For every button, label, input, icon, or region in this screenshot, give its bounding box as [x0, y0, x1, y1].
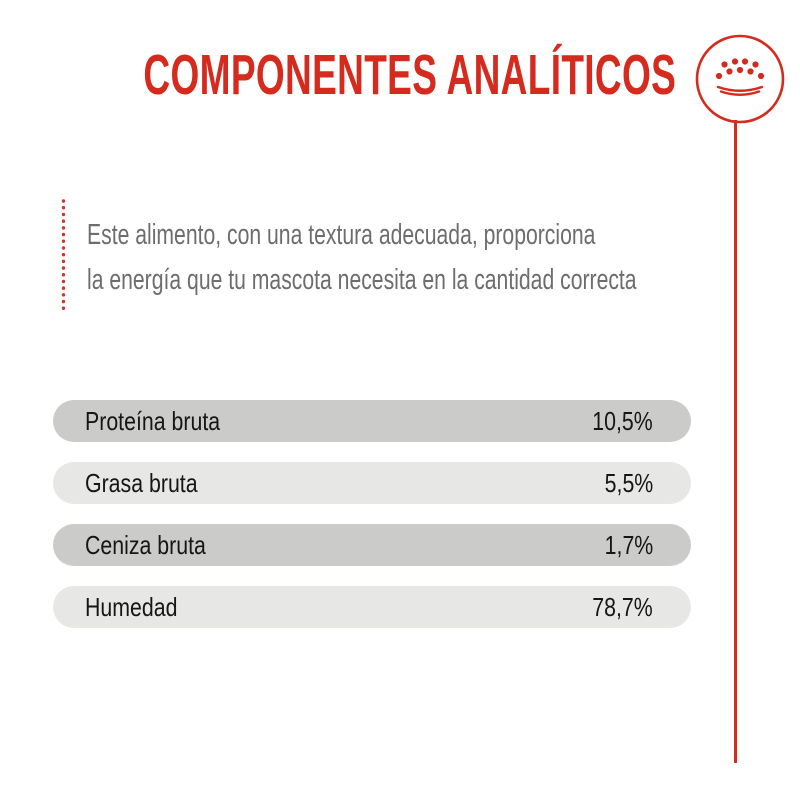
table-row: Proteína bruta 10,5% — [53, 400, 691, 442]
table-row: Grasa bruta 5,5% — [53, 462, 691, 504]
intro-paragraph: Este alimento, con una textura adecuada,… — [87, 213, 800, 303]
row-label: Ceniza bruta — [85, 529, 206, 560]
intro-line-2: la energía que tu mascota necesita en la… — [87, 264, 637, 296]
page-title: COMPONENTES ANALÍTICOS — [0, 44, 772, 106]
table-row: Ceniza bruta 1,7% — [53, 524, 691, 566]
vertical-divider-line — [734, 120, 737, 763]
row-label: Grasa bruta — [85, 467, 198, 498]
row-value: 5,5% — [604, 467, 653, 498]
row-label: Humedad — [85, 591, 178, 622]
row-value: 78,7% — [592, 591, 653, 622]
row-value: 1,7% — [604, 529, 653, 560]
row-label: Proteína bruta — [85, 405, 221, 436]
dotted-accent-line — [61, 199, 66, 315]
intro-line-1: Este alimento, con una textura adecuada,… — [87, 219, 596, 251]
table-row: Humedad 78,7% — [53, 586, 691, 628]
royal-canin-crown-icon — [695, 34, 785, 124]
row-value: 10,5% — [592, 405, 653, 436]
analytical-components-table: Proteína bruta 10,5% Grasa bruta 5,5% Ce… — [53, 400, 691, 648]
page-title-text: COMPONENTES ANALÍTICOS — [143, 43, 677, 107]
